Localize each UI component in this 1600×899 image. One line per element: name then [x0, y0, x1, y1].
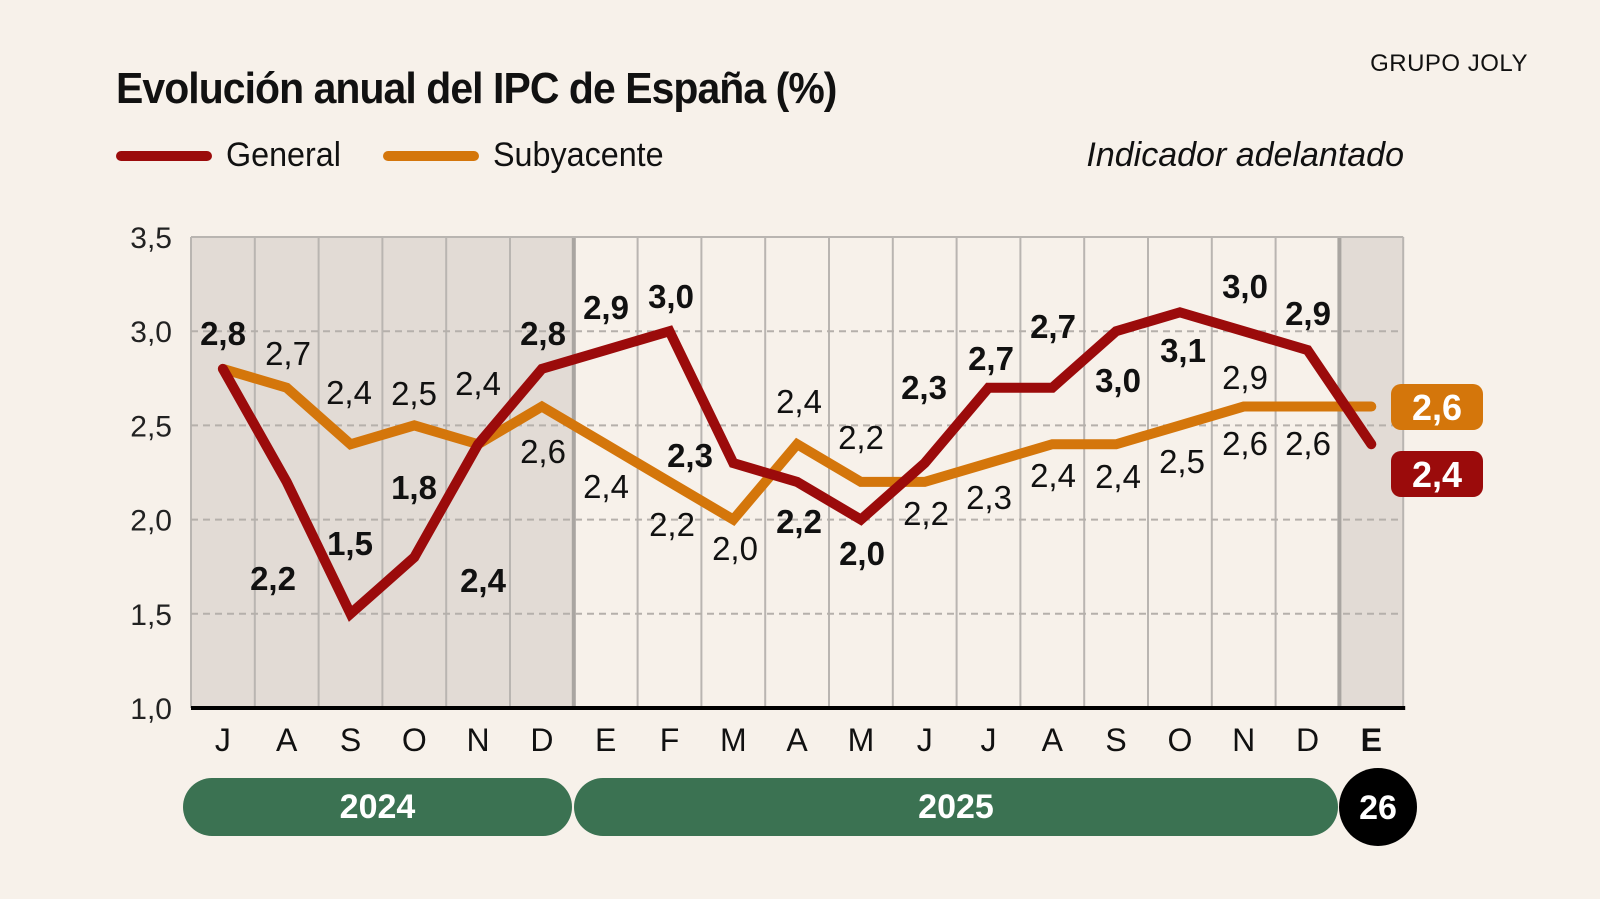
x-tick-label: E [1361, 722, 1382, 758]
series-line-general [217, 307, 1377, 622]
y-tick-label: 1,5 [130, 599, 172, 632]
data-label-subyacente: 2,4 [1095, 458, 1141, 495]
data-label-subyacente: 2,6 [520, 433, 566, 470]
data-label-subyacente: 2,2 [838, 419, 884, 456]
data-label-general: 2,2 [250, 560, 296, 597]
shaded-column [191, 237, 255, 708]
legend-swatch-subyacente [382, 150, 479, 161]
x-tick-label: S [340, 722, 361, 758]
legend-swatch-general [116, 150, 212, 161]
data-label-general: 2,7 [968, 340, 1014, 377]
data-label-subyacente: 2,4 [776, 383, 822, 420]
data-label-subyacente: 2,6 [1285, 425, 1331, 462]
data-label-general: 2,8 [520, 315, 566, 352]
data-label-general: 2,8 [200, 315, 246, 352]
brand-logo-text: GRUPO JOLY [1370, 50, 1528, 77]
shaded-column [318, 237, 383, 708]
indicator-note: Indicador adelantado [1086, 136, 1404, 174]
x-tick-label: F [660, 722, 680, 758]
data-label-subyacente: 2,0 [712, 530, 758, 567]
data-label-subyacente: 2,4 [1030, 457, 1076, 494]
chart-title: Evolución anual del IPC de España (%) [116, 64, 837, 113]
data-label-subyacente: 2,4 [326, 374, 372, 411]
year-label: 26 [1359, 789, 1397, 827]
y-tick-label: 1,0 [130, 693, 172, 726]
x-tick-label: D [530, 722, 553, 758]
data-label-general: 2,3 [667, 437, 713, 474]
series-line-subyacente [217, 363, 1377, 527]
shaded-column [510, 237, 574, 708]
x-tick-label: N [1232, 722, 1255, 758]
data-label-general: 1,5 [327, 525, 373, 562]
data-label-general: 2,2 [776, 503, 822, 540]
x-tick-label: J [917, 722, 933, 758]
data-label-subyacente: 2,5 [391, 375, 437, 412]
year-pill-current [1339, 768, 1417, 846]
legend-label-general: General [226, 136, 341, 174]
x-tick-label: A [786, 722, 808, 758]
y-tick-label: 2,0 [130, 505, 172, 538]
data-label-general: 2,7 [1030, 308, 1076, 345]
data-label-general: 2,3 [901, 369, 947, 406]
y-tick-label: 3,0 [130, 316, 172, 349]
data-label-general: 2,9 [1285, 295, 1331, 332]
x-tick-label: M [848, 722, 875, 758]
x-tick-label: J [981, 722, 997, 758]
end-badge-general: 2,4 [1412, 454, 1462, 495]
shaded-column [446, 237, 510, 708]
y-tick-label: 3,5 [130, 222, 172, 255]
y-tick-label: 2,5 [130, 410, 172, 443]
data-label-subyacente: 2,5 [1159, 443, 1205, 480]
end-badge-subyacente: 2,6 [1412, 387, 1462, 428]
data-label-general: 3,0 [1095, 362, 1141, 399]
data-label-subyacente: 2,4 [583, 468, 629, 505]
data-label-general: 3,0 [1222, 268, 1268, 305]
legend-label-subyacente: Subyacente [492, 136, 664, 174]
x-tick-label: O [402, 722, 427, 758]
x-tick-label: J [215, 722, 231, 758]
x-tick-label: D [1296, 722, 1319, 758]
data-label-general: 2,9 [583, 289, 629, 326]
data-label-subyacente: 2,2 [903, 495, 949, 532]
x-tick-label: E [595, 722, 616, 758]
data-label-general: 3,1 [1160, 332, 1206, 369]
data-label-general: 3,0 [648, 278, 694, 315]
legend: General Subyacente [116, 136, 709, 175]
data-label-general: 2,0 [839, 535, 885, 572]
year-pill [574, 778, 1338, 836]
shaded-column [382, 237, 447, 708]
end-badge-general-bg [1391, 451, 1483, 497]
x-tick-label: S [1105, 722, 1126, 758]
data-label-subyacente: 2,6 [1222, 425, 1268, 462]
end-badge-subyacente-bg [1391, 384, 1483, 430]
x-tick-label: N [467, 722, 490, 758]
data-label-subyacente: 2,7 [265, 335, 311, 372]
data-label-general: 2,4 [460, 562, 507, 599]
data-label-subyacente: 2,2 [649, 506, 695, 543]
x-tick-label: A [276, 722, 298, 758]
year-pill [183, 778, 572, 836]
year-label: 2025 [918, 788, 994, 826]
x-tick-label: M [720, 722, 747, 758]
year-label: 2024 [340, 788, 416, 826]
data-label-subyacente: 2,3 [966, 479, 1012, 516]
x-tick-label: O [1167, 722, 1192, 758]
data-label-subyacente: 2,9 [1222, 359, 1268, 396]
data-label-subyacente: 2,4 [455, 365, 501, 402]
x-tick-label: A [1042, 722, 1064, 758]
data-label-general: 1,8 [391, 469, 437, 506]
